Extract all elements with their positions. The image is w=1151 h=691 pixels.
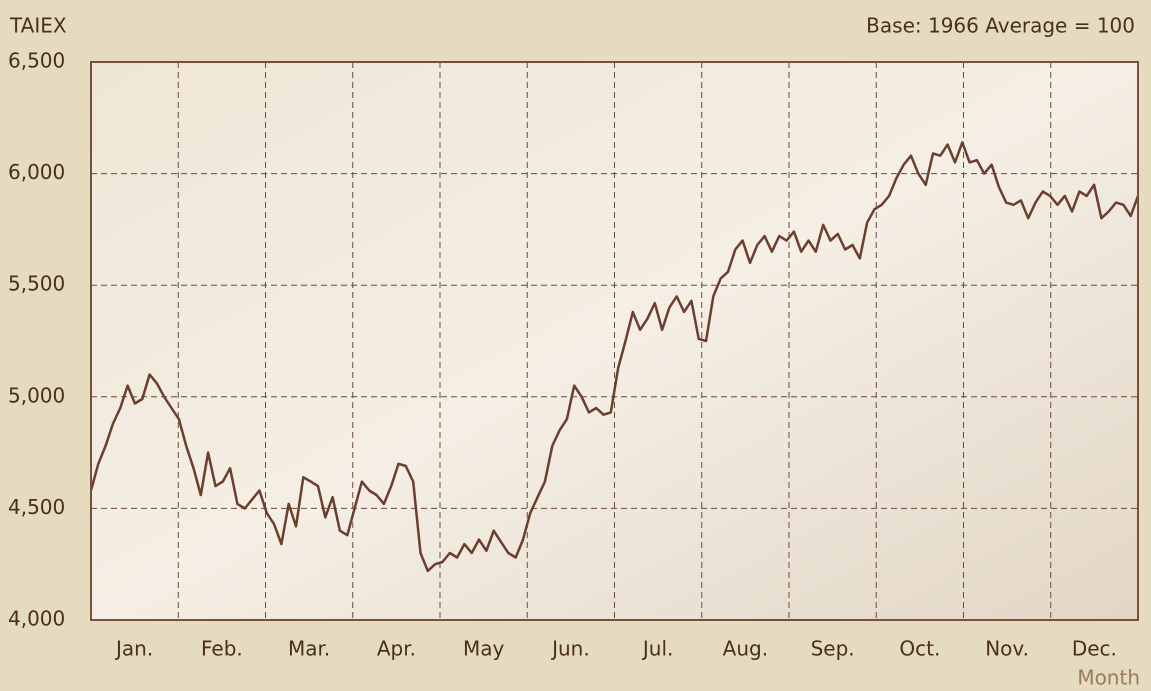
y-tick-label: 6,500: [8, 49, 65, 73]
x-tick-label: Jan.: [114, 637, 153, 661]
y-tick-label: 5,500: [8, 272, 65, 296]
y-tick-label: 4,000: [8, 607, 65, 631]
y-tick-label: 6,000: [8, 160, 65, 184]
subtitle: Base: 1966 Average = 100: [866, 14, 1135, 38]
chart: TAIEX Base: 1966 Average = 100 Month 4,0…: [0, 0, 1151, 691]
x-tick-label: Apr.: [377, 637, 416, 661]
x-tick-label: Dec.: [1072, 637, 1117, 661]
x-tick-label: Nov.: [985, 637, 1029, 661]
x-tick-label: Aug.: [723, 637, 768, 661]
y-axis-title: TAIEX: [9, 14, 67, 38]
x-tick-label: Mar.: [288, 637, 330, 661]
x-tick-label: Jun.: [550, 637, 590, 661]
x-tick-label: Oct.: [899, 637, 940, 661]
x-tick-label: Sep.: [811, 637, 855, 661]
y-tick-label: 4,500: [8, 495, 65, 519]
x-axis-title: Month: [1077, 666, 1140, 690]
x-tick-label: Jul.: [641, 637, 674, 661]
y-tick-label: 5,000: [8, 383, 65, 407]
x-tick-label: Feb.: [201, 637, 243, 661]
x-tick-label: May: [463, 637, 505, 661]
